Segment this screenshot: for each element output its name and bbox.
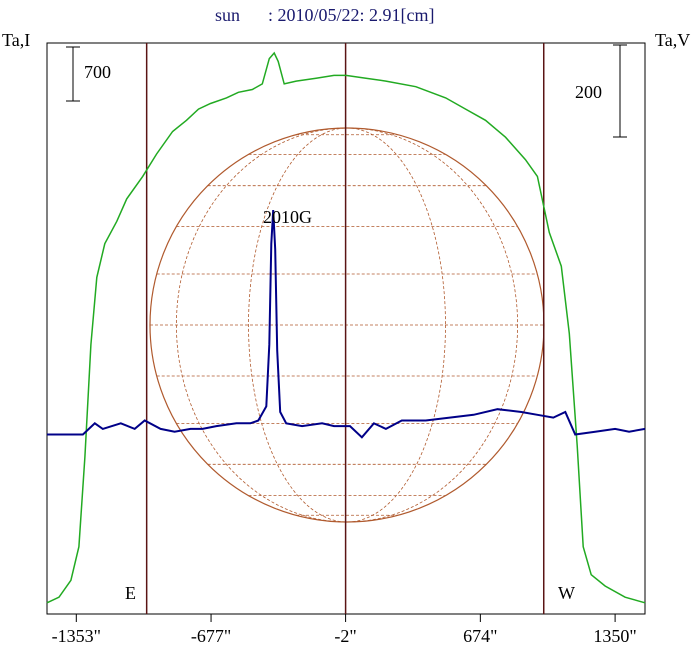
chart-title-object: sun [215,5,240,25]
x-axis-ticks: -1353" -677" -2" 674" 1350" [52,614,637,646]
right-scale-bar [613,44,627,138]
left-scale-bar [66,46,80,102]
limb-reference-lines [145,43,545,614]
solar-disk-grid [149,127,545,523]
left-scale-label: 700 [84,62,111,82]
east-limb-label: E [125,583,136,603]
x-tick-label: -2" [334,626,356,646]
x-tick-label: -1353" [52,626,101,646]
right-axis-label: Ta,V [655,30,690,50]
right-scale-label: 200 [575,82,602,102]
x-tick-label: -677" [191,626,231,646]
x-tick-label: 674" [463,626,497,646]
active-region-annotation: 2010G [263,207,312,227]
intensity-series-line [46,51,646,604]
chart-title-detail: : 2010/05/22: 2.91[cm] [268,5,434,25]
west-limb-label: W [558,583,575,603]
left-axis-label: Ta,I [2,30,30,50]
x-tick-label: 1350" [593,626,636,646]
polarization-series-line [47,210,646,439]
